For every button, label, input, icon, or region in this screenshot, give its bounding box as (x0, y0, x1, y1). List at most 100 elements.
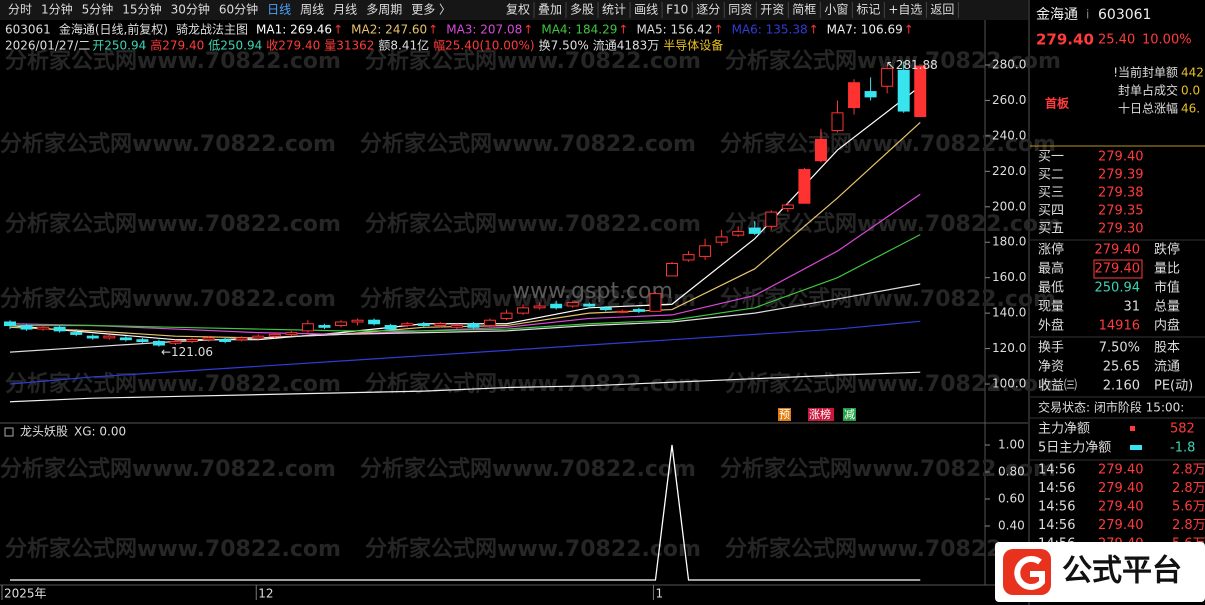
candle-body (318, 325, 331, 328)
toolbar-button[interactable]: 叠加 (538, 3, 562, 17)
candle-body (897, 69, 910, 112)
tick-volume: 2.8万 (1172, 481, 1205, 496)
candle-body (550, 303, 563, 309)
toolbar-button[interactable]: 返回 (930, 3, 954, 17)
tick-volume: 2.8万 (1172, 518, 1205, 533)
candle-body (666, 262, 678, 277)
study: 骑龙战法主图 (176, 23, 248, 37)
toolbar-button[interactable]: 小窗 (824, 3, 848, 17)
candle-body (136, 339, 149, 342)
watermark: 分析家公式网www.70822.com (720, 456, 1056, 482)
fund-bar (1130, 445, 1142, 450)
date-label: 12 (258, 587, 273, 601)
toolbar-button[interactable]: 逐分 (696, 3, 720, 17)
book-label: 买五 (1038, 222, 1064, 237)
candle-body (252, 335, 265, 339)
candle-body (798, 169, 811, 204)
toolbar-item[interactable]: 1分钟 (41, 2, 73, 17)
toolbar-button[interactable]: 简框 (792, 3, 816, 17)
toolbar-item[interactable]: 月线 (333, 3, 357, 17)
seal-value: 46. (1181, 102, 1200, 116)
trade-status: 交易状态: 闭市阶段 15:00: (1038, 400, 1184, 415)
candle-body (335, 321, 347, 327)
toolbar-item[interactable]: 分时 (8, 3, 32, 17)
stat-label-2: 总量 (1154, 300, 1180, 315)
toolbar-item[interactable]: 更多 〉 (411, 3, 451, 17)
book-label: 买一 (1038, 150, 1064, 165)
y-tick-label: 220.0 (992, 164, 1026, 178)
board-tag: 首板 (1045, 96, 1070, 111)
watermark: 分析家公式网www.70822.com (5, 371, 341, 397)
toolbar-item[interactable]: 15分钟 (122, 2, 161, 17)
stat-label-2: 市值 (1154, 280, 1180, 296)
indicator-title: 龙头妖股 (20, 425, 68, 439)
stat-label: 外盘 (1038, 318, 1064, 334)
candle-body (682, 254, 695, 261)
stat-value: 7.50% (1099, 341, 1140, 356)
low-annotation: ←121.06 (161, 345, 213, 359)
fund-label: 主力净额 (1038, 422, 1090, 437)
toolbar-item[interactable]: 30分钟 (171, 2, 210, 17)
quote-item: 收279.40 (266, 39, 320, 53)
stat-value: 2.160 (1103, 379, 1140, 394)
stat-label-2: PE(动) (1154, 379, 1193, 394)
stat-label-2: 股本 (1154, 341, 1180, 356)
ma-arrow: ↑ (618, 23, 628, 37)
toolbar-button[interactable]: +自选 (888, 3, 922, 17)
candle-body (20, 325, 33, 330)
badge-bg (843, 408, 856, 421)
ma-arrow: ↑ (428, 23, 438, 37)
seal-value: 0.0 (1181, 84, 1200, 98)
toolbar-button[interactable]: 统计 (602, 3, 626, 17)
stat-value: 279.40 (1095, 262, 1141, 277)
toolbar-button[interactable]: 复权 (506, 3, 530, 17)
toolbar-button[interactable]: 同资 (728, 3, 752, 17)
toolbar-button[interactable]: 多股 (570, 3, 594, 17)
fund-value: 582 (1170, 422, 1195, 437)
y-tick-label: 0.60 (998, 492, 1025, 506)
watermark: 分析家公式网www.70822.com (365, 536, 701, 562)
candle-body (699, 245, 712, 257)
toolbar-button[interactable]: 开资 (760, 3, 784, 17)
stat-label: 收益㈢ (1038, 379, 1077, 394)
toolbar-button[interactable]: 标记 (856, 3, 880, 17)
quote-item: 2026/01/27/二 (5, 39, 90, 53)
watermark: 分析家公式网www.70822.com (5, 48, 341, 74)
badge: 涨榜 (809, 407, 831, 421)
stat-label-2: 内盘 (1154, 318, 1180, 334)
watermark: 分析家公式网www.70822.com (725, 371, 1061, 397)
toolbar-item[interactable]: 60分钟 (219, 2, 258, 17)
candle-body (831, 112, 844, 132)
seal-label: !当前封单额 (1113, 65, 1178, 80)
candle-body (881, 68, 894, 87)
candle-body (70, 332, 83, 335)
logo-text: 公式平台 (1062, 554, 1182, 589)
candle-body (268, 333, 281, 337)
toolbar-item[interactable]: 周线 (300, 3, 324, 17)
toolbar-bg (0, 0, 1028, 20)
watermark: 分析家公式网www.70822.com (365, 211, 701, 237)
stock-name: 金海通 (1036, 7, 1078, 23)
toolbar-button[interactable]: F10 (666, 3, 688, 17)
candle-body (467, 323, 480, 328)
ma-arrow: ↑ (904, 23, 914, 37)
y-tick-label: 200.0 (992, 199, 1026, 213)
toolbar-item[interactable]: 日线 (267, 3, 291, 17)
candle-body (301, 323, 314, 332)
toolbar-button[interactable]: 画线 (634, 3, 658, 17)
candle-body (219, 339, 232, 342)
toolbar-item[interactable]: 5分钟 (82, 2, 114, 17)
ma-label: MA2: 247.60 (351, 23, 427, 37)
watermark: 分析家公式网www.70822.com (0, 456, 336, 482)
toolbar-item[interactable]: 多周期 (366, 3, 402, 17)
book-label: 买三 (1038, 186, 1064, 201)
badge: 预 (779, 408, 790, 421)
candle-body (417, 323, 430, 327)
candle-body (500, 312, 513, 319)
candle-body (848, 82, 861, 109)
tick-volume: 2.8万 (1172, 463, 1205, 478)
indicator-icon (4, 427, 14, 437)
stat-label-2: 流通 (1154, 360, 1180, 375)
